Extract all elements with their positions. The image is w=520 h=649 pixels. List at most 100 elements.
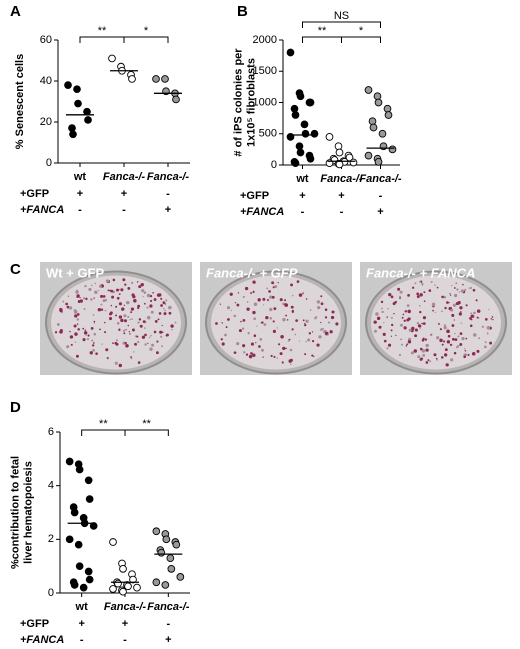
data-point [161, 75, 169, 83]
colony [144, 333, 147, 337]
panel-label: B [237, 3, 248, 20]
colony [95, 352, 98, 355]
data-point [335, 148, 344, 157]
colony [98, 289, 100, 291]
dish [211, 275, 341, 370]
colony [383, 322, 385, 324]
colony [85, 334, 87, 336]
colony [311, 340, 315, 343]
colony [291, 309, 295, 313]
colony [75, 290, 79, 294]
data-point [152, 75, 160, 83]
colony [291, 294, 294, 297]
condition-value: + [299, 190, 305, 202]
colony [305, 340, 307, 343]
data-point [84, 116, 92, 124]
colony [102, 299, 106, 303]
y-tick-label: 1000 [253, 96, 277, 108]
colony [492, 318, 494, 321]
colony [125, 300, 130, 305]
colony [450, 308, 454, 312]
colony [59, 308, 63, 313]
colony [380, 307, 383, 310]
colony [85, 297, 88, 301]
data-point [75, 562, 84, 571]
colony [142, 296, 144, 298]
data-point [119, 564, 127, 573]
colony [261, 321, 264, 324]
x-tick-label: Fanca-/- [147, 601, 190, 613]
data-point [65, 457, 74, 466]
colony [130, 356, 132, 358]
colony [429, 360, 432, 363]
colony [93, 322, 96, 324]
colony [252, 310, 256, 315]
colony [443, 326, 447, 330]
colony [257, 298, 261, 302]
colony [459, 306, 463, 310]
data-point [161, 581, 170, 589]
colony [97, 307, 102, 312]
colony [76, 313, 80, 316]
colony [461, 337, 465, 341]
data-point [374, 158, 383, 166]
colony [407, 309, 411, 314]
colony [419, 310, 422, 314]
colony [284, 303, 288, 307]
colony [422, 337, 425, 340]
colony [136, 335, 139, 338]
colony [226, 306, 231, 310]
colony [139, 324, 143, 328]
condition-value: - [80, 634, 84, 646]
data-point [296, 92, 305, 101]
colony [443, 295, 446, 299]
condition-value: + [78, 618, 84, 630]
colony [240, 320, 242, 323]
colony [253, 317, 256, 321]
data-point [286, 48, 295, 57]
colony [285, 314, 287, 317]
colony [376, 316, 381, 321]
colony [444, 353, 448, 357]
colony [406, 343, 409, 346]
data-point [364, 86, 373, 94]
colony [444, 348, 448, 352]
colony [302, 292, 304, 295]
colony [382, 332, 386, 336]
data-point [74, 99, 82, 108]
colony [387, 343, 392, 347]
colony [402, 313, 405, 316]
data-point [335, 160, 344, 169]
colony [404, 310, 408, 313]
data-point [68, 124, 76, 132]
colony [142, 320, 146, 324]
colony [401, 343, 404, 346]
colony [128, 330, 130, 333]
colony [453, 287, 456, 289]
colony [127, 324, 130, 327]
colony [458, 291, 461, 293]
condition-label: +FANCA [20, 634, 64, 646]
colony [100, 303, 103, 306]
colony [435, 357, 438, 360]
colony [93, 320, 96, 323]
colony [290, 305, 294, 309]
colony [124, 283, 127, 286]
colony [281, 361, 284, 364]
colony [464, 349, 467, 352]
colony [286, 319, 289, 321]
colony [104, 331, 107, 334]
colony [271, 281, 275, 285]
data-point [119, 587, 127, 596]
colony [224, 333, 227, 337]
colony [112, 342, 114, 345]
y-tick-label: 4 [48, 480, 54, 492]
data-point [89, 522, 98, 530]
colony [438, 323, 440, 325]
colony [387, 307, 389, 310]
colony [282, 302, 285, 306]
colony [331, 310, 335, 314]
colony [450, 294, 452, 296]
significance-label: * [144, 25, 149, 37]
